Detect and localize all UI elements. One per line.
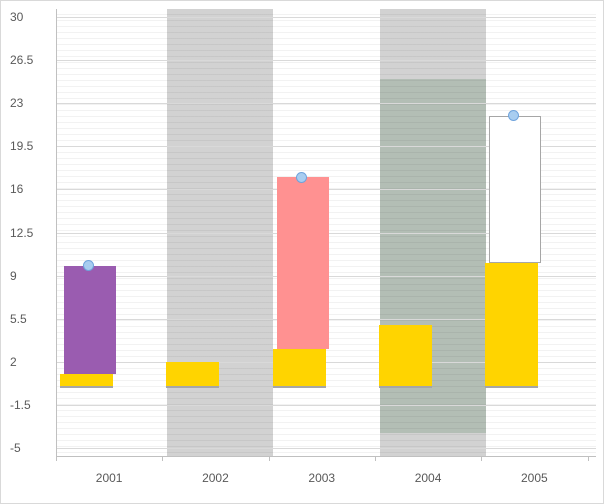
x-axis-tick [162,456,164,461]
x-axis-tick [481,456,483,461]
plot-area [56,9,596,456]
y-axis-line [56,9,57,456]
x-axis-label: 2003 [308,471,336,485]
y-axis-label: -1.5 [10,397,31,412]
x-axis-label: 2002 [202,471,229,485]
yellow-column-2004 [378,324,432,389]
pink-floating-column-2003 [276,177,329,350]
y-axis-label: 19.5 [10,139,34,154]
x-axis-tick [56,456,57,461]
yellow-column-2005 [485,263,539,389]
major-gridline [56,103,596,104]
y-axis-label: 9 [10,268,17,283]
yellow-column-2003 [272,349,326,389]
purple-floating-column-2001 [64,265,116,375]
x-axis-label: 2001 [95,471,123,485]
y-axis-label: 30 [10,10,24,24]
y-axis-label: 12.5 [10,225,34,240]
x-axis-tick [587,456,589,461]
y-axis-label: 5.5 [10,311,27,326]
x-axis-tick [374,456,376,461]
x-axis-tick [268,456,270,461]
major-gridline [56,405,596,406]
major-gridline [56,60,596,61]
major-gridline [56,146,596,147]
scatter-marker-2003 [295,171,307,183]
major-gridline [56,362,596,363]
x-axis-label: 2005 [520,471,548,485]
major-gridline [56,17,596,18]
y-axis-label: 16 [10,182,24,197]
x-axis-label: 2004 [414,471,442,485]
white-floating-column-2005 [489,115,542,264]
y-axis-label: 26.5 [10,53,34,68]
yellow-column-2001 [60,374,113,389]
y-axis-label: 2 [10,354,17,369]
y-axis-label: 23 [10,96,24,111]
major-gridline [56,448,596,449]
x-axis-line [56,456,596,457]
scatter-marker-2005 [508,110,520,121]
y-axis-label: -5 [10,441,21,455]
yellow-column-2002 [166,361,220,389]
scatter-marker-2001 [83,260,94,272]
